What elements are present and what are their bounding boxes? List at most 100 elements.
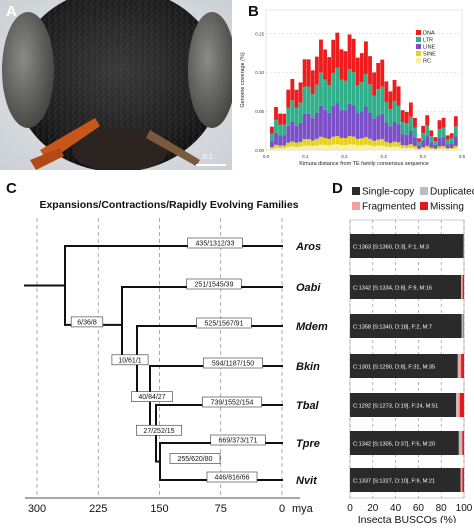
te-bar-ltr — [380, 87, 384, 114]
te-bar-line — [446, 144, 450, 148]
panel-a: A 0.1 — [0, 0, 232, 170]
te-bar-line — [372, 119, 376, 141]
te-bar-rc — [307, 145, 311, 150]
te-bar-rc — [384, 147, 388, 150]
x-tick-label: 0.4 — [420, 154, 427, 159]
te-bar-ltr — [401, 122, 405, 134]
svg-text:40/84/27: 40/84/27 — [138, 394, 165, 401]
busco-segment-missing — [462, 431, 464, 455]
legend-label: Missing — [430, 202, 464, 213]
te-bar-line — [323, 110, 327, 138]
te-bar-line — [429, 142, 433, 147]
te-bar-line — [307, 114, 311, 139]
busco-segment-fragmented — [458, 393, 460, 417]
te-bar-ltr — [270, 134, 274, 141]
te-bar-dna — [409, 102, 413, 116]
te-bar-rc — [413, 148, 417, 150]
te-bar-ltr — [360, 82, 364, 111]
te-bar-sine — [270, 147, 274, 149]
te-bar-ltr — [356, 85, 360, 113]
busco-segment-missing — [463, 314, 464, 338]
panel-b-label: B — [248, 3, 259, 20]
busco-segment-fragmented — [461, 468, 462, 492]
panel-d-label: D — [332, 180, 343, 197]
te-bar-line — [442, 137, 446, 146]
svg-text:739/1552/154: 739/1552/154 — [211, 400, 254, 407]
branch-count-label: 446/816/66 — [207, 472, 257, 482]
busco-segment-missing — [460, 393, 464, 417]
busco-segment-fragmented — [458, 354, 461, 378]
te-bar-dna — [344, 51, 348, 81]
te-bar-ltr — [327, 85, 331, 113]
legend-label: LTR — [423, 38, 433, 44]
te-bar-sine — [376, 140, 380, 146]
x-axis-label: Insecta BUSCOs (%) — [358, 514, 457, 523]
te-bar-dna — [446, 135, 450, 139]
legend-label: LINE — [423, 45, 436, 51]
te-bar-line — [290, 122, 294, 142]
te-bar-rc — [348, 144, 352, 150]
te-bar-ltr — [331, 73, 335, 106]
te-bar-line — [450, 143, 454, 148]
te-bar-line — [454, 137, 458, 146]
busco-segment-duplicated — [456, 393, 458, 417]
te-bar-rc — [311, 146, 315, 150]
te-bar-rc — [401, 148, 405, 150]
te-bar-line — [286, 126, 290, 143]
te-bar-line — [401, 134, 405, 145]
te-bar-ltr — [286, 108, 290, 126]
te-bar-dna — [384, 81, 388, 102]
te-bar-rc — [352, 144, 356, 150]
te-bar-ltr — [303, 87, 307, 114]
legend-swatch — [416, 37, 421, 42]
te-bar-sine — [307, 139, 311, 145]
te-bar-rc — [421, 149, 425, 150]
te-bar-rc — [438, 149, 442, 150]
te-bar-rc — [282, 148, 286, 150]
te-bar-line — [397, 125, 401, 143]
te-bar-dna — [286, 90, 290, 108]
te-bar-sine — [454, 146, 458, 148]
te-bar-dna — [405, 112, 409, 123]
te-bar-sine — [327, 139, 331, 146]
te-bar-dna — [360, 53, 364, 82]
te-bar-rc — [425, 148, 429, 150]
y-axis-label: Genome coverage (%) — [240, 52, 246, 107]
legend-swatch — [352, 187, 360, 195]
te-bar-sine — [274, 145, 278, 148]
te-bar-dna — [278, 114, 282, 125]
te-bar-ltr — [438, 129, 442, 138]
time-unit-label: mya — [292, 503, 314, 515]
te-bar-ltr — [442, 127, 446, 137]
te-bar-line — [319, 106, 323, 137]
te-bar-rc — [409, 148, 413, 150]
legend-swatch — [416, 58, 421, 63]
te-bar-rc — [450, 149, 454, 150]
te-bar-dna — [331, 40, 335, 73]
te-bar-sine — [425, 146, 429, 148]
svg-text:525/1567/91: 525/1567/91 — [205, 321, 244, 328]
time-tick-label: 0 — [279, 503, 285, 515]
time-tick-label: 75 — [215, 503, 227, 515]
te-bar-ltr — [299, 103, 303, 123]
te-bar-line — [389, 127, 393, 143]
te-bar-rc — [331, 144, 335, 150]
te-bar-rc — [380, 145, 384, 150]
taxon-label: Aros — [295, 241, 321, 253]
legend-label: Single-copy — [362, 187, 414, 198]
te-bar-sine — [303, 139, 307, 145]
te-bar-rc — [270, 149, 274, 150]
te-bar-ltr — [339, 80, 343, 110]
te-bar-ltr — [315, 85, 319, 113]
time-tick-label: 300 — [28, 503, 46, 515]
te-bar-sine — [421, 147, 425, 149]
te-bar-rc — [389, 147, 393, 150]
te-bar-sine — [339, 138, 343, 145]
te-bar-dna — [433, 137, 437, 141]
te-bar-line — [356, 113, 360, 139]
te-bar-line — [384, 123, 388, 142]
te-bar-line — [405, 135, 409, 146]
te-bar-dna — [348, 34, 352, 69]
